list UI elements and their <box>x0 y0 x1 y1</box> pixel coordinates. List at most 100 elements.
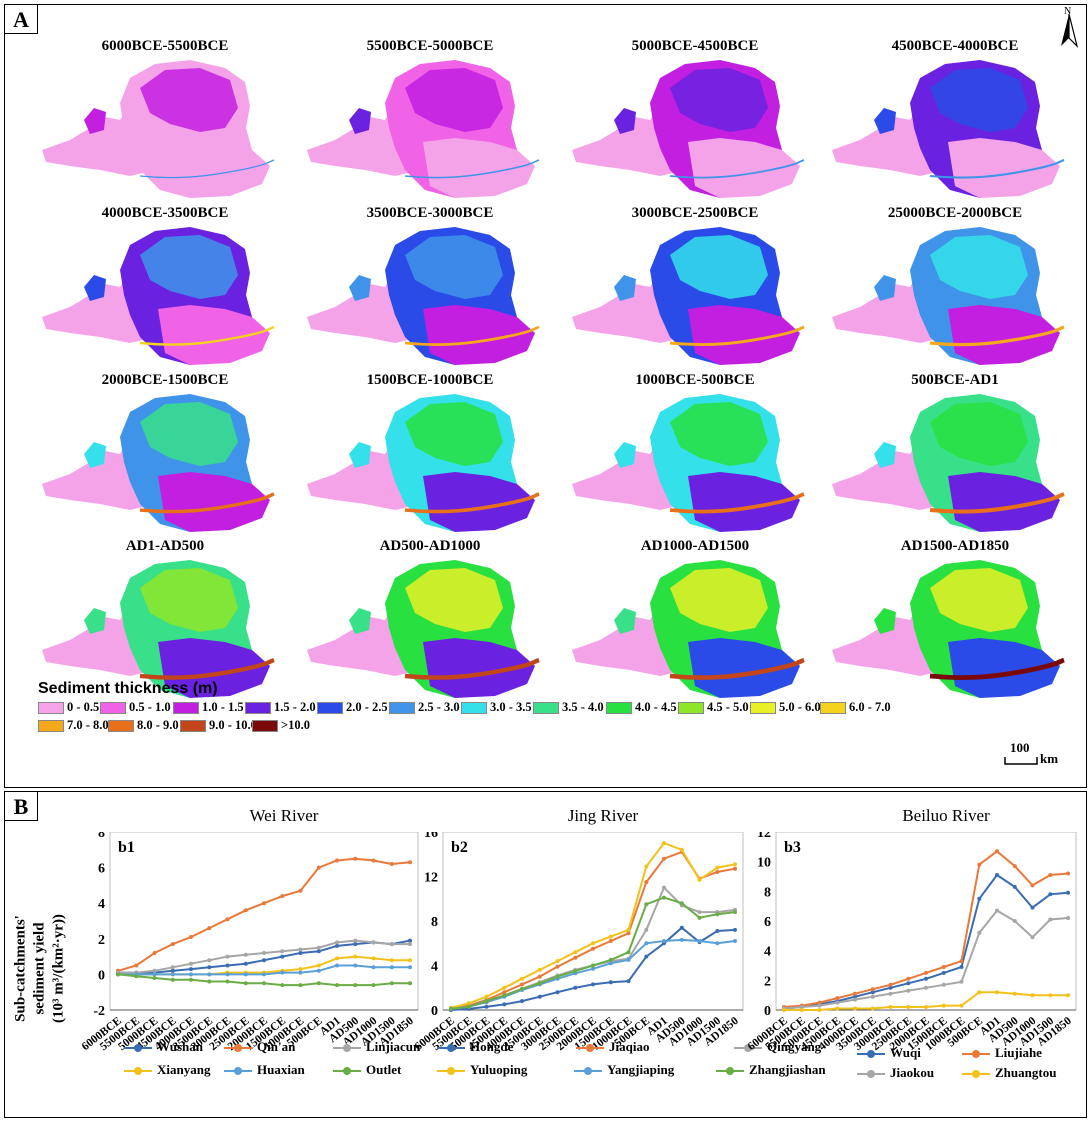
map-west-catchment <box>84 608 106 634</box>
series-legend-marker <box>224 1044 252 1051</box>
map-river <box>929 657 1065 681</box>
data-point <box>591 963 595 968</box>
legend-label: 0.5 - 1.0 <box>129 700 171 714</box>
data-point <box>644 954 649 959</box>
data-point <box>555 974 560 979</box>
series-legend-label: Linjiacun <box>366 1039 421 1054</box>
data-point <box>888 982 893 987</box>
data-point <box>280 970 285 975</box>
y-tick-label: 4 <box>431 960 438 975</box>
data-point <box>573 950 578 955</box>
data-point <box>715 865 720 870</box>
legend-item: 4.0 - 4.5 <box>606 700 677 715</box>
data-point <box>170 942 175 947</box>
data-point <box>679 937 684 942</box>
series-legend-label: Jiaqiao <box>609 1039 650 1054</box>
data-point <box>484 1004 489 1009</box>
series-legend-marker <box>124 1044 152 1051</box>
map-upland <box>405 568 503 632</box>
series-legend-label: Wuqi <box>890 1045 921 1060</box>
sediment-map <box>832 227 1065 365</box>
data-point <box>316 981 321 986</box>
legend-swatch <box>38 720 64 733</box>
sediment-map <box>42 560 275 698</box>
data-point <box>959 965 964 969</box>
legend-item: 0.5 - 1.0 <box>100 700 171 715</box>
data-point <box>262 958 266 963</box>
series-legend-item: Jiaokou <box>857 1065 934 1081</box>
y-tick-label: 0 <box>98 968 105 983</box>
data-point <box>152 972 157 977</box>
map-upland <box>670 568 768 632</box>
y-tick-label: 0 <box>764 1004 771 1019</box>
legend-swatch <box>180 720 206 733</box>
data-point <box>316 949 321 954</box>
data-point <box>335 963 339 968</box>
sediment-map <box>42 227 275 365</box>
map-basin <box>688 138 800 198</box>
y-axis-label: Sub-catchments' sediment yield (10³ m³/(… <box>12 849 69 1089</box>
map-title: AD500-AD1000 <box>379 538 481 554</box>
map-west-catchment <box>349 108 371 134</box>
legend-swatch <box>606 702 632 715</box>
north-label: N <box>1064 6 1072 17</box>
data-point <box>715 941 720 946</box>
series-legend-item: Yuluoping <box>437 1062 527 1078</box>
data-point <box>733 910 737 915</box>
map-river <box>139 492 275 514</box>
data-point <box>644 927 649 932</box>
legend-swatch <box>100 702 126 715</box>
map-river <box>404 159 540 179</box>
series-legend-marker <box>124 1067 152 1074</box>
legend-label: 4.0 - 4.5 <box>635 700 677 714</box>
sediment-map <box>572 394 805 532</box>
data-point <box>371 983 376 988</box>
legend-swatch <box>252 720 278 733</box>
data-point <box>853 994 857 999</box>
data-point <box>679 847 684 852</box>
data-point <box>782 1008 786 1012</box>
data-point <box>298 951 303 955</box>
map-upland <box>140 68 238 132</box>
plot-area <box>109 832 419 1011</box>
data-point <box>225 917 230 922</box>
y-axis-label-line-2: sediment yield <box>31 922 48 1015</box>
series-legend-marker <box>962 1050 990 1057</box>
data-point <box>371 956 376 961</box>
y-tick-label: 0 <box>431 1004 438 1019</box>
data-point <box>626 957 631 962</box>
data-point <box>995 908 999 913</box>
panel-label: b3 <box>784 839 801 856</box>
series-legend-label: Xianyang <box>157 1062 211 1077</box>
data-point <box>134 974 139 979</box>
data-point <box>262 951 266 955</box>
data-point <box>170 968 175 973</box>
y-tick-label: 12 <box>424 871 438 886</box>
sediment-map <box>307 394 540 532</box>
data-point <box>697 910 702 915</box>
panel-a: A <box>4 4 1087 788</box>
series-legend-label: Hongde <box>470 1039 514 1054</box>
map-title: 500BCE-AD1 <box>911 372 999 388</box>
data-point <box>207 979 212 984</box>
map-basin <box>423 138 535 198</box>
chart-title: Beiluo River <box>902 806 990 825</box>
legend-item: 5.0 - 6.0 <box>750 700 821 715</box>
map-basin <box>688 638 800 698</box>
series-legend-item: Huaxian <box>224 1062 305 1078</box>
map-west-catchment <box>84 108 106 134</box>
panel-label: b2 <box>451 839 468 856</box>
data-point <box>1030 993 1035 998</box>
data-point <box>817 1000 822 1005</box>
map-upland <box>140 402 238 466</box>
data-point <box>941 1003 946 1008</box>
map-river <box>669 657 805 680</box>
sediment-map <box>572 560 805 698</box>
legend-swatch <box>678 702 704 715</box>
sediment-map <box>832 60 1065 198</box>
panel-a-tag: A <box>4 4 38 34</box>
north-arrow-icon <box>1061 13 1079 48</box>
scale-line-icon <box>1004 757 1038 765</box>
y-tick-label: -2 <box>93 1004 105 1019</box>
map-river <box>139 325 275 346</box>
